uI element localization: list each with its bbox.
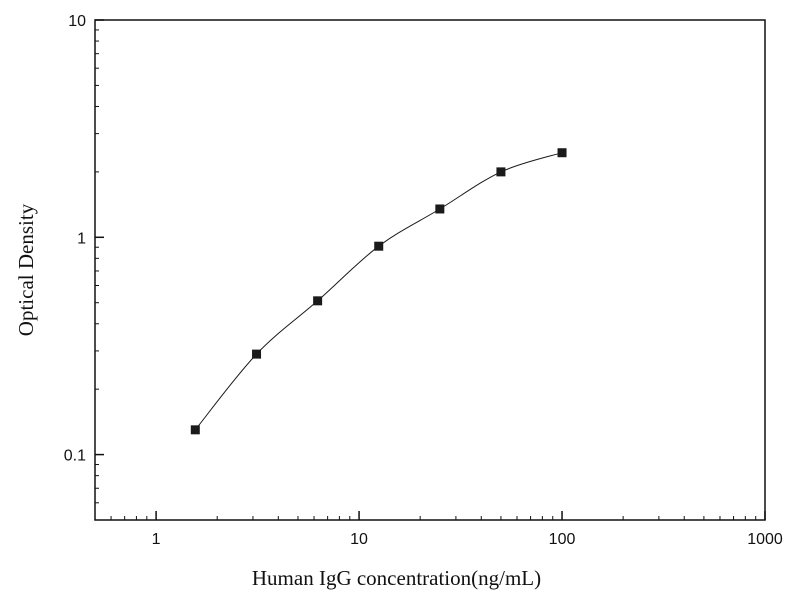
y-tick-label: 0.1 [64, 448, 86, 465]
data-point-marker [190, 425, 200, 435]
x-tick-label: 1 [152, 531, 161, 548]
y-axis-title: Optical Density [14, 203, 38, 337]
x-tick-label: 100 [549, 531, 576, 548]
data-point-marker [313, 296, 323, 306]
y-tick-label: 1 [77, 230, 86, 247]
data-point-marker [374, 241, 384, 251]
x-tick-label: 10 [350, 531, 368, 548]
curve-line [194, 152, 563, 431]
y-tick-label: 10 [68, 13, 86, 30]
x-tick-label: 1000 [747, 531, 783, 548]
plot-frame [94, 19, 766, 521]
data-point-marker [557, 148, 567, 158]
data-point-marker [435, 204, 445, 214]
data-point-marker [252, 349, 262, 359]
data-point-marker [496, 167, 506, 177]
x-axis-title: Human IgG concentration(ng/mL) [251, 566, 542, 590]
